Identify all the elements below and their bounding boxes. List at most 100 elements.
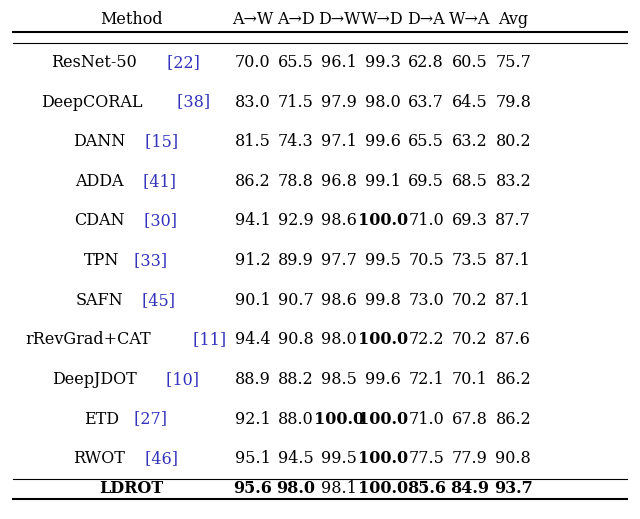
Text: 75.7: 75.7 — [495, 54, 531, 71]
Text: 94.1: 94.1 — [235, 212, 271, 229]
Text: 84.9: 84.9 — [451, 481, 489, 497]
Text: 100.0: 100.0 — [358, 411, 408, 428]
Text: DeepCORAL: DeepCORAL — [41, 93, 143, 111]
Text: ETD: ETD — [84, 411, 119, 428]
Text: 73.5: 73.5 — [452, 252, 488, 269]
Text: D→W: D→W — [318, 11, 360, 28]
Text: 96.8: 96.8 — [321, 173, 357, 190]
Text: 88.9: 88.9 — [235, 371, 271, 388]
Text: 74.3: 74.3 — [278, 133, 314, 150]
Text: 88.0: 88.0 — [278, 411, 314, 428]
Text: 72.2: 72.2 — [408, 331, 444, 348]
Text: 100.0: 100.0 — [358, 481, 408, 497]
Text: 70.0: 70.0 — [235, 54, 271, 71]
Text: 65.5: 65.5 — [278, 54, 314, 71]
Text: 90.7: 90.7 — [278, 292, 314, 309]
Text: 68.5: 68.5 — [452, 173, 488, 190]
Text: 99.5: 99.5 — [321, 450, 357, 467]
Text: 90.1: 90.1 — [235, 292, 271, 309]
Text: 99.3: 99.3 — [365, 54, 401, 71]
Text: 87.1: 87.1 — [495, 252, 531, 269]
Text: 97.7: 97.7 — [321, 252, 357, 269]
Text: 87.1: 87.1 — [495, 292, 531, 309]
Text: [27]: [27] — [129, 411, 167, 428]
Text: 85.6: 85.6 — [407, 481, 445, 497]
Text: 90.8: 90.8 — [278, 331, 314, 348]
Text: 96.1: 96.1 — [321, 54, 357, 71]
Text: D→A: D→A — [408, 11, 445, 28]
Text: 63.7: 63.7 — [408, 93, 444, 111]
Text: 77.9: 77.9 — [452, 450, 488, 467]
Text: 87.6: 87.6 — [495, 331, 531, 348]
Text: 72.1: 72.1 — [408, 371, 444, 388]
Text: LDROT: LDROT — [99, 481, 163, 497]
Text: [11]: [11] — [188, 331, 226, 348]
Text: 94.4: 94.4 — [235, 331, 271, 348]
Text: 70.2: 70.2 — [452, 292, 488, 309]
Text: 65.5: 65.5 — [408, 133, 444, 150]
Text: 89.9: 89.9 — [278, 252, 314, 269]
Text: 99.6: 99.6 — [365, 371, 401, 388]
Text: A→W: A→W — [232, 11, 273, 28]
Text: 86.2: 86.2 — [235, 173, 271, 190]
Text: 100.0: 100.0 — [358, 331, 408, 348]
Text: 60.5: 60.5 — [452, 54, 488, 71]
Text: 94.5: 94.5 — [278, 450, 314, 467]
Text: [45]: [45] — [138, 292, 175, 309]
Text: [38]: [38] — [172, 93, 210, 111]
Text: 92.9: 92.9 — [278, 212, 314, 229]
Text: 86.2: 86.2 — [495, 371, 531, 388]
Text: 70.5: 70.5 — [408, 252, 444, 269]
Text: [41]: [41] — [138, 173, 176, 190]
Text: 99.8: 99.8 — [365, 292, 401, 309]
Text: rRevGrad+CAT: rRevGrad+CAT — [26, 331, 151, 348]
Text: 62.8: 62.8 — [408, 54, 444, 71]
Text: 69.5: 69.5 — [408, 173, 444, 190]
Text: 70.1: 70.1 — [452, 371, 488, 388]
Text: W→D: W→D — [362, 11, 404, 28]
Text: 100.0: 100.0 — [314, 411, 364, 428]
Text: ADDA: ADDA — [76, 173, 124, 190]
Text: 80.2: 80.2 — [495, 133, 531, 150]
Text: DANN: DANN — [73, 133, 125, 150]
Text: 99.6: 99.6 — [365, 133, 401, 150]
Text: 91.2: 91.2 — [235, 252, 271, 269]
Text: [30]: [30] — [140, 212, 177, 229]
Text: [22]: [22] — [162, 54, 200, 71]
Text: A→D: A→D — [277, 11, 314, 28]
Text: 97.9: 97.9 — [321, 93, 357, 111]
Text: 99.1: 99.1 — [365, 173, 401, 190]
Text: 90.8: 90.8 — [495, 450, 531, 467]
Text: 71.0: 71.0 — [408, 411, 444, 428]
Text: 100.0: 100.0 — [358, 212, 408, 229]
Text: SAFN: SAFN — [76, 292, 124, 309]
Text: CDAN: CDAN — [74, 212, 125, 229]
Text: DeepJDOT: DeepJDOT — [52, 371, 137, 388]
Text: 98.6: 98.6 — [321, 292, 357, 309]
Text: 92.1: 92.1 — [235, 411, 271, 428]
Text: Method: Method — [100, 11, 163, 28]
Text: 98.0: 98.0 — [276, 481, 315, 497]
Text: 79.8: 79.8 — [495, 93, 531, 111]
Text: 95.6: 95.6 — [234, 481, 272, 497]
Text: 98.0: 98.0 — [365, 93, 401, 111]
Text: 98.5: 98.5 — [321, 371, 357, 388]
Text: RWOT: RWOT — [73, 450, 125, 467]
Text: 69.3: 69.3 — [452, 212, 488, 229]
Text: TPN: TPN — [84, 252, 119, 269]
Text: Avg: Avg — [498, 11, 529, 28]
Text: 78.8: 78.8 — [278, 173, 314, 190]
Text: 77.5: 77.5 — [408, 450, 444, 467]
Text: [33]: [33] — [129, 252, 168, 269]
Text: 87.7: 87.7 — [495, 212, 531, 229]
Text: 98.1: 98.1 — [321, 481, 357, 497]
Text: 83.2: 83.2 — [495, 173, 531, 190]
Text: 83.0: 83.0 — [235, 93, 271, 111]
Text: 97.1: 97.1 — [321, 133, 357, 150]
Text: 67.8: 67.8 — [452, 411, 488, 428]
Text: 88.2: 88.2 — [278, 371, 314, 388]
Text: 71.0: 71.0 — [408, 212, 444, 229]
Text: 71.5: 71.5 — [278, 93, 314, 111]
Text: 81.5: 81.5 — [235, 133, 271, 150]
Text: [10]: [10] — [161, 371, 200, 388]
